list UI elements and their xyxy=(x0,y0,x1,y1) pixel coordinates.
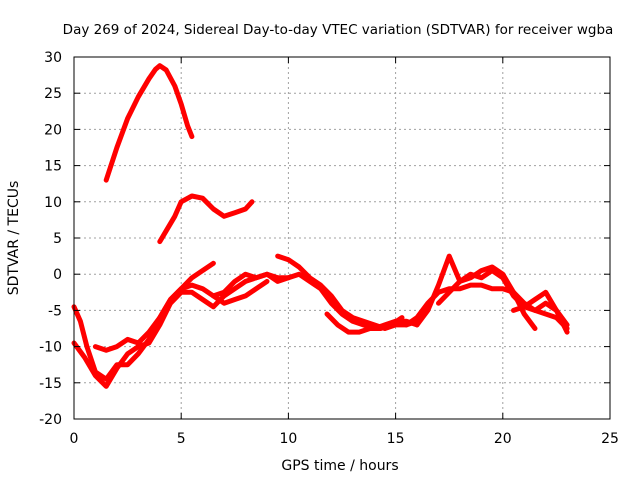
x-tick-label: 0 xyxy=(70,431,79,447)
series-layer xyxy=(71,63,570,389)
series-line-satellite-arc-j xyxy=(414,253,538,331)
series-line-satellite-arc-h xyxy=(324,311,405,335)
x-tick-label: 25 xyxy=(601,431,619,447)
grid-layer xyxy=(74,57,610,419)
series-line-satellite-arc-k xyxy=(436,268,570,328)
y-tick-label: -20 xyxy=(39,412,62,428)
y-tick-label: 30 xyxy=(44,50,62,66)
y-tick-label: 10 xyxy=(44,195,62,211)
y-tick-label: -10 xyxy=(39,340,62,356)
chart-title: Day 269 of 2024, Sidereal Day-to-day VTE… xyxy=(63,22,614,38)
y-tick-label: 0 xyxy=(53,267,62,283)
y-tick-label: -15 xyxy=(39,376,62,392)
series-line-satellite-arc-a xyxy=(103,63,195,183)
y-tick-label: 15 xyxy=(44,159,62,175)
y-tick-label: 20 xyxy=(44,122,62,138)
y-tick-label: -5 xyxy=(48,303,62,319)
series-line-satellite-arc-l xyxy=(511,289,570,335)
series-line-satellite-arc-i xyxy=(393,282,570,331)
series-line-satellite-arc-b xyxy=(157,193,255,245)
x-tick-label: 20 xyxy=(494,431,512,447)
y-tick-label: 25 xyxy=(44,86,62,102)
y-axis-title: SDTVAR / TECUs xyxy=(6,181,22,296)
x-axis-title: GPS time / hours xyxy=(281,458,398,474)
x-tick-label: 10 xyxy=(279,431,297,447)
x-tick-label: 5 xyxy=(177,431,186,447)
y-tick-label: 5 xyxy=(53,231,62,247)
x-tick-label: 15 xyxy=(387,431,405,447)
tick-layer: 0 5 10 15 20 25 -20 -15 -10 -5 0 5 10 15 20 25 30 xyxy=(39,50,619,447)
series-line-satellite-arc-e xyxy=(92,260,216,353)
